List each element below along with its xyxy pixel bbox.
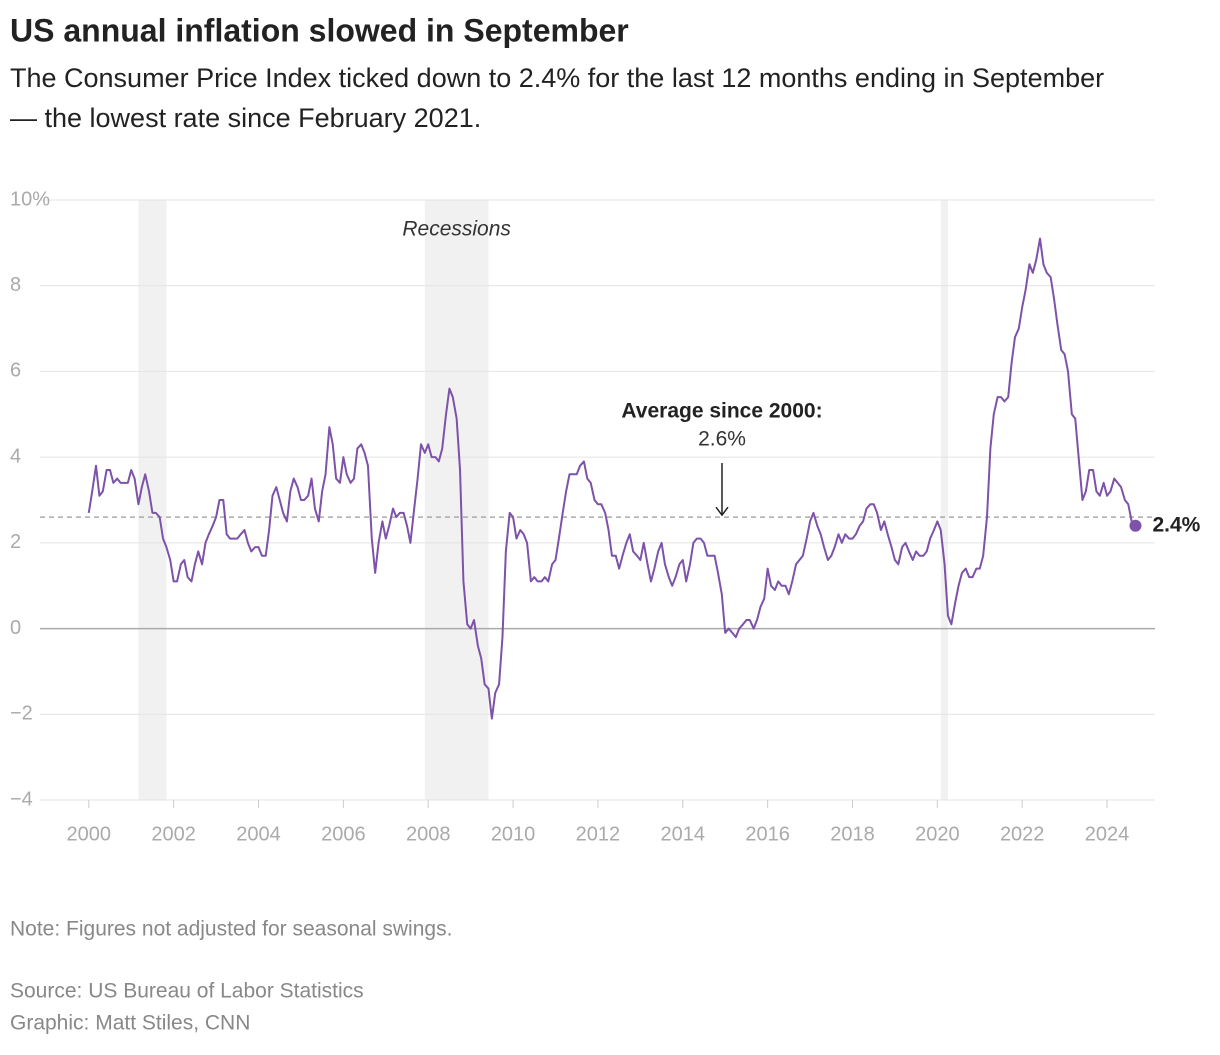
last-point-label: 2.4%: [1152, 513, 1200, 536]
x-tick-label: 2018: [830, 823, 875, 845]
recession-band: [424, 200, 489, 800]
y-tick-label: 0: [10, 617, 21, 639]
x-tick-label: 2012: [576, 823, 621, 845]
subtitle-box: The Consumer Price Index ticked down to …: [10, 63, 1105, 133]
plot: Recessions −4 −2 0 2 4 6 8 10% 2000 2002 2004 2006 20…: [10, 188, 1201, 845]
x-tick-label: 2002: [151, 823, 196, 845]
x-tick-label: 2014: [661, 823, 706, 845]
x-tick-label: 2006: [321, 823, 366, 845]
y-tick-label: 4: [10, 445, 21, 467]
note: Note: Figures not adjusted for seasonal …: [10, 918, 452, 941]
y-tick-label: 8: [10, 274, 21, 296]
source: Source: US Bureau of Labor Statistics: [10, 980, 364, 1003]
last-point: [1129, 519, 1142, 532]
x-tick-label: 2020: [915, 823, 960, 845]
chart-subtitle: The Consumer Price Index ticked down to …: [10, 63, 1105, 133]
y-tick-label: −4: [10, 788, 33, 810]
recession-band: [940, 200, 948, 800]
chart-title: US annual inflation slowed in September: [10, 12, 629, 48]
data-line: [87, 237, 1137, 720]
y-tick-label: 6: [10, 360, 21, 382]
x-tick-label: 2008: [406, 823, 451, 845]
recession-band: [138, 200, 167, 800]
credit: Graphic: Matt Stiles, CNN: [10, 1012, 250, 1035]
average-arrowhead: [715, 506, 729, 517]
y-tick-label: 10%: [10, 188, 50, 210]
x-tick-label: 2000: [67, 823, 112, 845]
average-value-label: 2.6%: [698, 428, 746, 451]
x-tick-label: 2004: [236, 823, 281, 845]
average-label: Average since 2000:: [621, 400, 822, 423]
y-tick-label: 2: [10, 531, 21, 553]
recessions-label: Recessions: [402, 218, 511, 241]
x-tick-label: 2016: [745, 823, 790, 845]
x-tick-label: 2024: [1085, 823, 1130, 845]
x-tick-label: 2022: [1000, 823, 1045, 845]
y-tick-label: −2: [10, 703, 33, 725]
x-tick-label: 2010: [491, 823, 536, 845]
